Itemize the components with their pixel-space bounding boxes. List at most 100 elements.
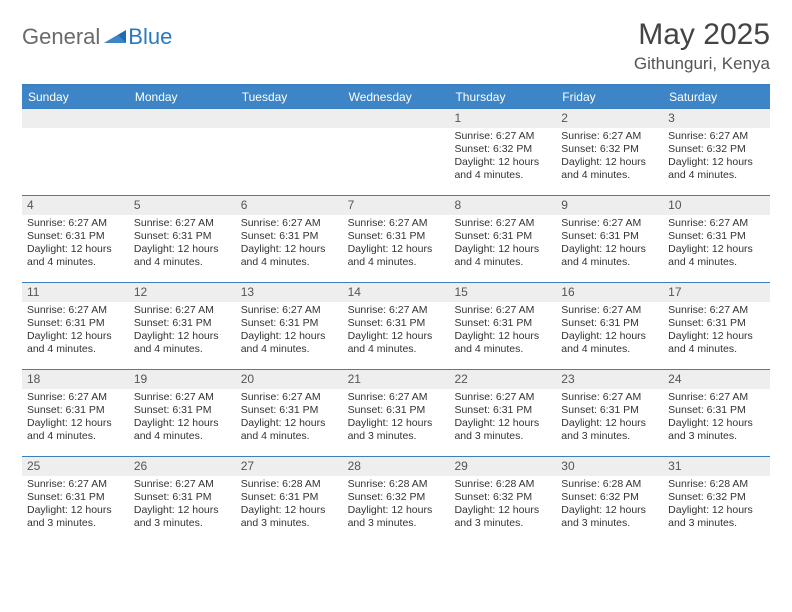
sunrise-text: Sunrise: 6:27 AM — [134, 478, 231, 491]
sunrise-text: Sunrise: 6:27 AM — [668, 304, 765, 317]
day-header: Thursday — [449, 86, 556, 108]
day-body: Sunrise: 6:27 AMSunset: 6:31 PMDaylight:… — [236, 215, 343, 274]
day-number: 29 — [449, 457, 556, 476]
sunrise-text: Sunrise: 6:27 AM — [134, 391, 231, 404]
daylight-text: Daylight: 12 hours and 3 minutes. — [561, 417, 658, 443]
sunset-text: Sunset: 6:32 PM — [348, 491, 445, 504]
sunset-text: Sunset: 6:31 PM — [348, 230, 445, 243]
day-cell: 31Sunrise: 6:28 AMSunset: 6:32 PMDayligh… — [663, 457, 770, 543]
day-number: 7 — [343, 196, 450, 215]
sunrise-text: Sunrise: 6:27 AM — [668, 217, 765, 230]
day-number: 4 — [22, 196, 129, 215]
sunset-text: Sunset: 6:31 PM — [561, 404, 658, 417]
day-header: Monday — [129, 86, 236, 108]
sunset-text: Sunset: 6:32 PM — [454, 491, 551, 504]
day-number: 8 — [449, 196, 556, 215]
sunset-text: Sunset: 6:32 PM — [561, 143, 658, 156]
day-number: 12 — [129, 283, 236, 302]
daylight-text: Daylight: 12 hours and 4 minutes. — [668, 330, 765, 356]
sunset-text: Sunset: 6:31 PM — [454, 230, 551, 243]
sunrise-text: Sunrise: 6:27 AM — [241, 391, 338, 404]
day-cell: 25Sunrise: 6:27 AMSunset: 6:31 PMDayligh… — [22, 457, 129, 543]
day-number — [22, 109, 129, 128]
daylight-text: Daylight: 12 hours and 4 minutes. — [668, 243, 765, 269]
day-number: 1 — [449, 109, 556, 128]
day-cell: 22Sunrise: 6:27 AMSunset: 6:31 PMDayligh… — [449, 370, 556, 456]
sunrise-text: Sunrise: 6:27 AM — [241, 217, 338, 230]
day-body: Sunrise: 6:27 AMSunset: 6:31 PMDaylight:… — [663, 215, 770, 274]
day-number: 2 — [556, 109, 663, 128]
day-cell — [22, 109, 129, 195]
logo-text-general: General — [22, 24, 100, 50]
day-body: Sunrise: 6:27 AMSunset: 6:31 PMDaylight:… — [556, 302, 663, 361]
sunset-text: Sunset: 6:31 PM — [561, 230, 658, 243]
page-header: General Blue May 2025 Githunguri, Kenya — [22, 18, 770, 74]
day-number: 15 — [449, 283, 556, 302]
sunrise-text: Sunrise: 6:28 AM — [454, 478, 551, 491]
daylight-text: Daylight: 12 hours and 3 minutes. — [668, 504, 765, 530]
sunset-text: Sunset: 6:31 PM — [454, 317, 551, 330]
sunrise-text: Sunrise: 6:27 AM — [27, 304, 124, 317]
sunrise-text: Sunrise: 6:27 AM — [27, 217, 124, 230]
sunrise-text: Sunrise: 6:27 AM — [561, 391, 658, 404]
week-row: 11Sunrise: 6:27 AMSunset: 6:31 PMDayligh… — [22, 282, 770, 369]
day-number: 20 — [236, 370, 343, 389]
sunrise-text: Sunrise: 6:28 AM — [241, 478, 338, 491]
sunrise-text: Sunrise: 6:27 AM — [348, 304, 445, 317]
sunrise-text: Sunrise: 6:28 AM — [561, 478, 658, 491]
day-number: 10 — [663, 196, 770, 215]
month-title: May 2025 — [634, 18, 770, 52]
day-body: Sunrise: 6:27 AMSunset: 6:32 PMDaylight:… — [663, 128, 770, 187]
sunset-text: Sunset: 6:31 PM — [241, 317, 338, 330]
sunset-text: Sunset: 6:31 PM — [454, 404, 551, 417]
day-number: 18 — [22, 370, 129, 389]
daylight-text: Daylight: 12 hours and 4 minutes. — [561, 243, 658, 269]
day-cell: 9Sunrise: 6:27 AMSunset: 6:31 PMDaylight… — [556, 196, 663, 282]
sunset-text: Sunset: 6:31 PM — [668, 230, 765, 243]
location-label: Githunguri, Kenya — [634, 54, 770, 74]
day-cell: 16Sunrise: 6:27 AMSunset: 6:31 PMDayligh… — [556, 283, 663, 369]
day-body: Sunrise: 6:27 AMSunset: 6:31 PMDaylight:… — [663, 302, 770, 361]
day-body: Sunrise: 6:27 AMSunset: 6:32 PMDaylight:… — [556, 128, 663, 187]
day-cell: 3Sunrise: 6:27 AMSunset: 6:32 PMDaylight… — [663, 109, 770, 195]
daylight-text: Daylight: 12 hours and 3 minutes. — [561, 504, 658, 530]
day-number: 27 — [236, 457, 343, 476]
daylight-text: Daylight: 12 hours and 3 minutes. — [134, 504, 231, 530]
sunset-text: Sunset: 6:32 PM — [668, 143, 765, 156]
day-body: Sunrise: 6:27 AMSunset: 6:31 PMDaylight:… — [663, 389, 770, 448]
sunset-text: Sunset: 6:31 PM — [348, 404, 445, 417]
day-body: Sunrise: 6:27 AMSunset: 6:31 PMDaylight:… — [343, 389, 450, 448]
daylight-text: Daylight: 12 hours and 4 minutes. — [134, 417, 231, 443]
day-cell: 2Sunrise: 6:27 AMSunset: 6:32 PMDaylight… — [556, 109, 663, 195]
sunrise-text: Sunrise: 6:28 AM — [348, 478, 445, 491]
day-body: Sunrise: 6:28 AMSunset: 6:32 PMDaylight:… — [556, 476, 663, 535]
day-body: Sunrise: 6:27 AMSunset: 6:31 PMDaylight:… — [22, 389, 129, 448]
daylight-text: Daylight: 12 hours and 4 minutes. — [561, 156, 658, 182]
day-cell — [343, 109, 450, 195]
daylight-text: Daylight: 12 hours and 4 minutes. — [348, 330, 445, 356]
sunrise-text: Sunrise: 6:27 AM — [668, 130, 765, 143]
logo-triangle-icon — [104, 27, 126, 48]
day-cell: 29Sunrise: 6:28 AMSunset: 6:32 PMDayligh… — [449, 457, 556, 543]
day-number: 9 — [556, 196, 663, 215]
day-body: Sunrise: 6:27 AMSunset: 6:31 PMDaylight:… — [129, 389, 236, 448]
day-number: 19 — [129, 370, 236, 389]
day-number: 26 — [129, 457, 236, 476]
day-cell: 5Sunrise: 6:27 AMSunset: 6:31 PMDaylight… — [129, 196, 236, 282]
day-number: 30 — [556, 457, 663, 476]
daylight-text: Daylight: 12 hours and 4 minutes. — [668, 156, 765, 182]
sunset-text: Sunset: 6:31 PM — [668, 317, 765, 330]
sunset-text: Sunset: 6:31 PM — [561, 317, 658, 330]
sunset-text: Sunset: 6:31 PM — [27, 491, 124, 504]
day-header: Saturday — [663, 86, 770, 108]
day-body: Sunrise: 6:28 AMSunset: 6:32 PMDaylight:… — [663, 476, 770, 535]
week-row: 4Sunrise: 6:27 AMSunset: 6:31 PMDaylight… — [22, 195, 770, 282]
sunset-text: Sunset: 6:31 PM — [134, 317, 231, 330]
day-body: Sunrise: 6:27 AMSunset: 6:31 PMDaylight:… — [129, 215, 236, 274]
day-number: 11 — [22, 283, 129, 302]
day-cell: 20Sunrise: 6:27 AMSunset: 6:31 PMDayligh… — [236, 370, 343, 456]
day-body: Sunrise: 6:27 AMSunset: 6:31 PMDaylight:… — [343, 215, 450, 274]
sunset-text: Sunset: 6:31 PM — [241, 230, 338, 243]
day-number: 14 — [343, 283, 450, 302]
daylight-text: Daylight: 12 hours and 4 minutes. — [27, 243, 124, 269]
